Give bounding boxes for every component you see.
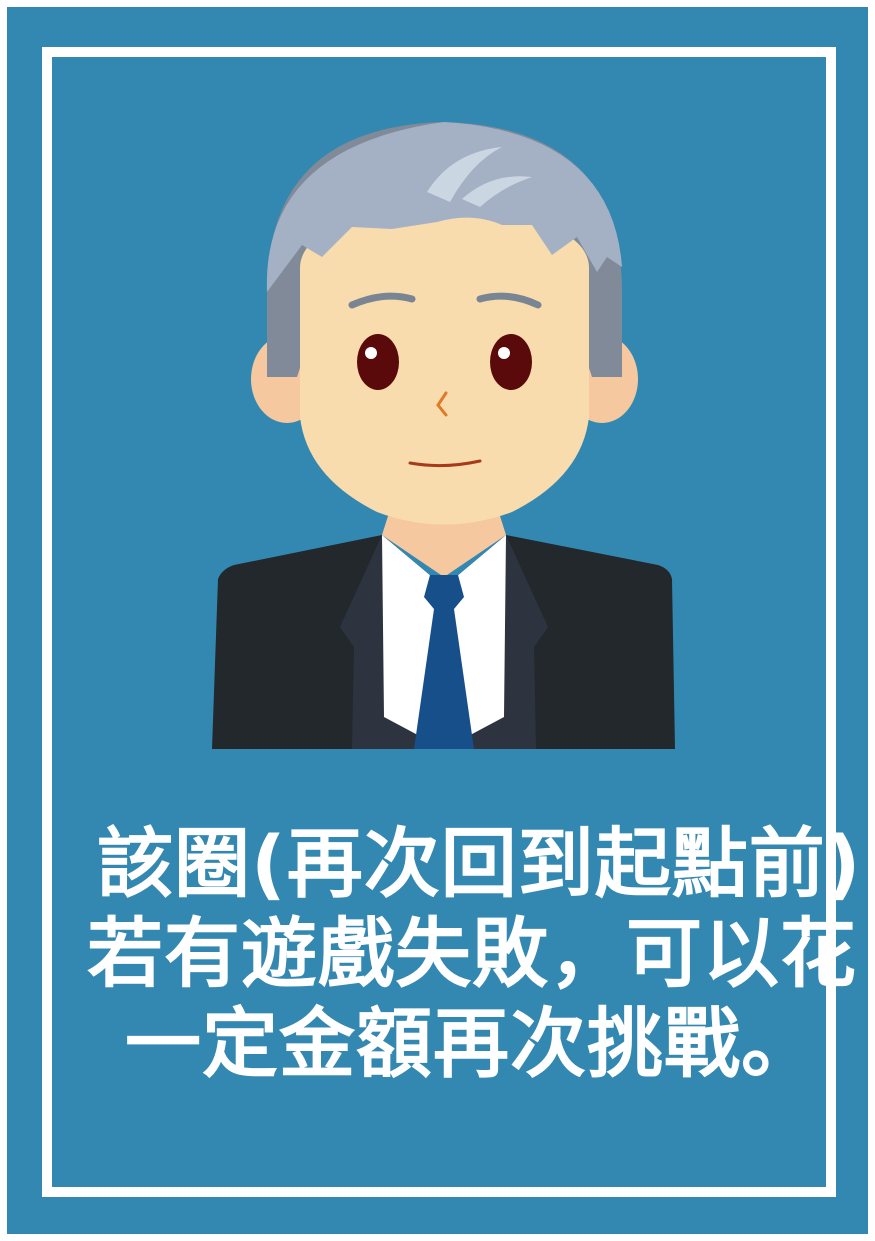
message-line: 該圈(再次回到起點前) [97, 819, 862, 908]
message-line: 一定金額再次挑戰。 [125, 999, 818, 1088]
businessman-avatar [212, 122, 675, 749]
message-line: 若有遊戲失敗，可以花 [87, 909, 857, 998]
poster-card: 該圈(再次回到起點前) 若有遊戲失敗，可以花 一定金額再次挑戰。 [7, 7, 868, 1234]
poster-frame [42, 47, 836, 1197]
poster-message: 該圈(再次回到起點前) 若有遊戲失敗，可以花 一定金額再次挑戰。 [67, 819, 862, 1089]
